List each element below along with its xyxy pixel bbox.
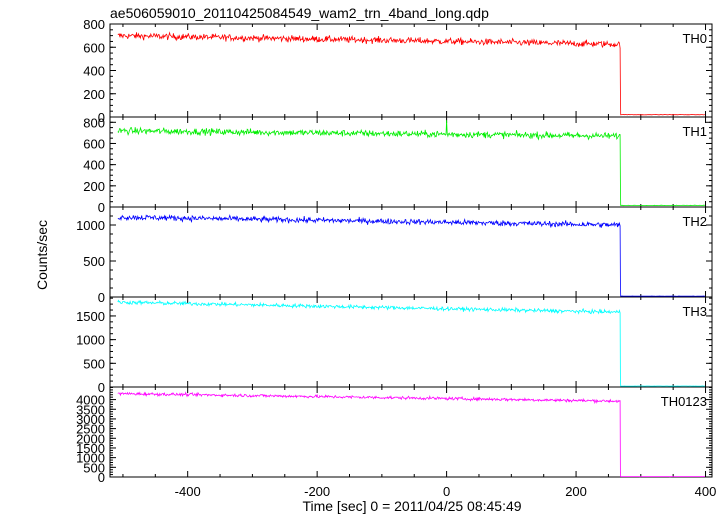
series-line-th3 <box>117 299 705 387</box>
y-tick-label: 0 <box>98 290 105 305</box>
panel-th0: 0 200 400 600 800 TH0 <box>83 17 713 125</box>
panels-group: 0200400600800TH00200400600800TH105001000… <box>76 17 713 485</box>
y-tick-label: 0 <box>98 110 105 125</box>
y-tick-label: 400 <box>83 158 105 173</box>
y-tick-label: 3500 <box>76 402 105 417</box>
y-tick-label: 600 <box>83 40 105 55</box>
series-line-th2 <box>117 213 705 297</box>
y-tick-label: 200 <box>83 87 105 102</box>
y-tick-label: 500 <box>83 460 105 475</box>
y-tick-label: 600 <box>83 136 105 151</box>
panel-th1: 0 200 400 600 800 TH1 <box>83 115 713 215</box>
panel-label: TH2 <box>682 214 707 229</box>
y-axis-label: Counts/sec <box>34 220 50 290</box>
panel-label: TH0 <box>682 31 707 46</box>
y-tick-label: 1000 <box>76 451 105 466</box>
y-tick-label: 0 <box>98 200 105 215</box>
series-line-th1 <box>117 120 705 207</box>
panel-frame <box>109 206 713 298</box>
x-axis: -400 -200 0 200 400 <box>175 484 717 499</box>
x-tick-label: 400 <box>695 484 717 499</box>
panel-frame <box>109 386 713 478</box>
y-tick-label: 1000 <box>76 218 105 233</box>
panel-frame <box>109 296 713 388</box>
y-tick-label: 2000 <box>76 431 105 446</box>
y-tick-label: 1500 <box>76 309 105 324</box>
panel-label: TH1 <box>682 124 707 139</box>
y-tick-label: 3000 <box>76 412 105 427</box>
y-tick-label: 400 <box>83 64 105 79</box>
y-tick-label: 500 <box>83 356 105 371</box>
x-tick-label: -200 <box>304 484 330 499</box>
series-line-th0123 <box>117 391 705 478</box>
panel-th3: 0 500 1000 1500 TH3 <box>76 296 713 395</box>
x-tick-label: 0 <box>443 484 450 499</box>
series-line-th0 <box>117 31 705 116</box>
y-tick-label: 1500 <box>76 441 105 456</box>
panel-label: TH0123 <box>661 394 707 409</box>
x-axis-label: Time [sec] 0 = 2011/04/25 08:45:49 <box>302 498 521 514</box>
y-tick-label: 0 <box>98 470 105 485</box>
y-tick-label: 0 <box>98 380 105 395</box>
y-tick-label: 2500 <box>76 422 105 437</box>
y-tick-label: 200 <box>83 179 105 194</box>
y-tick-label: 800 <box>83 17 105 32</box>
x-tick-label: 200 <box>565 484 587 499</box>
x-tick-label: -400 <box>175 484 201 499</box>
y-tick-label: 800 <box>83 115 105 130</box>
chart-title: ae506059010_20110425084549_wam2_trn_4ban… <box>110 5 489 21</box>
panel-th2: 0 500 1000 TH2 <box>76 206 713 305</box>
y-tick-label: 500 <box>83 254 105 269</box>
y-tick-label: 1000 <box>76 333 105 348</box>
panel-frame <box>109 116 713 208</box>
y-tick-label: 4000 <box>76 393 105 408</box>
panel-label: TH3 <box>682 304 707 319</box>
